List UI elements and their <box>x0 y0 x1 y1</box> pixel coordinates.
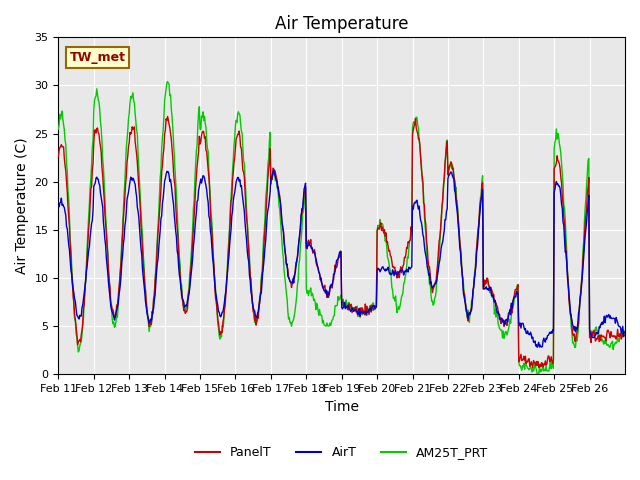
Legend: PanelT, AirT, AM25T_PRT: PanelT, AirT, AM25T_PRT <box>190 441 493 464</box>
Text: TW_met: TW_met <box>70 51 125 64</box>
X-axis label: Time: Time <box>324 400 358 414</box>
Y-axis label: Air Temperature (C): Air Temperature (C) <box>15 138 29 274</box>
Title: Air Temperature: Air Temperature <box>275 15 408 33</box>
